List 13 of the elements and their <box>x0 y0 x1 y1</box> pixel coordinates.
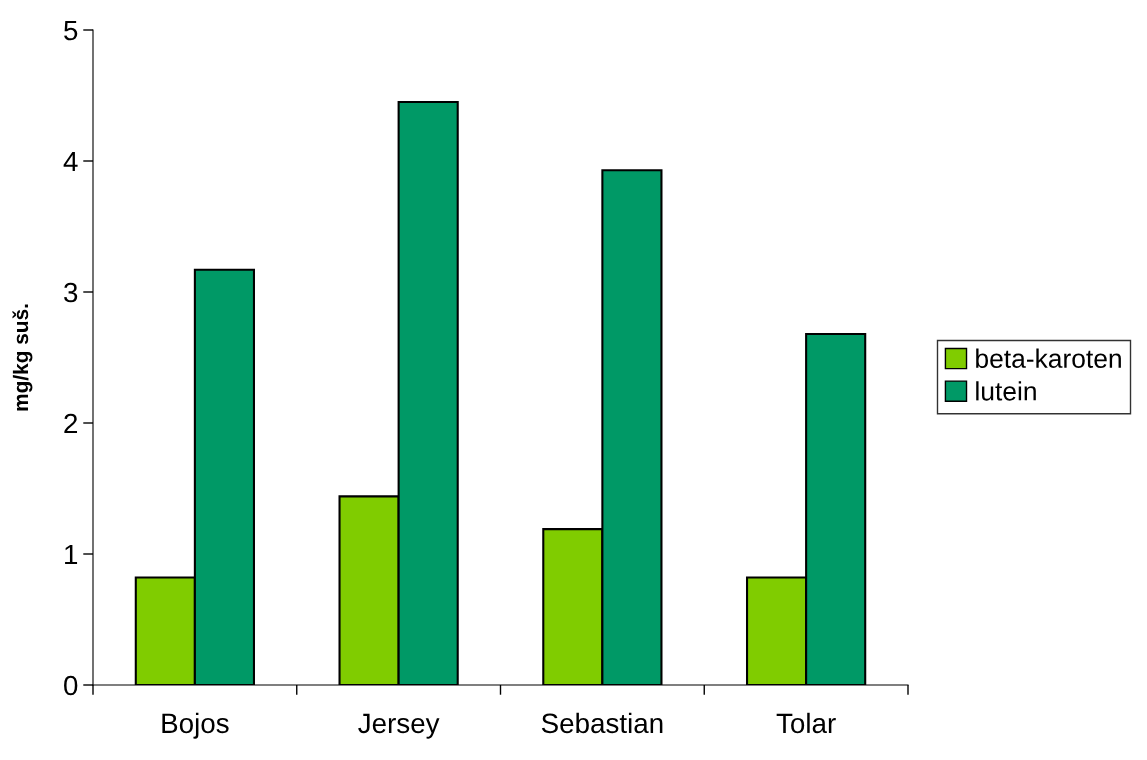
x-tick-label: Jersey <box>358 713 440 739</box>
y-tick-label: 4 <box>63 151 78 172</box>
y-tick-label: 0 <box>64 675 78 696</box>
x-tick-label: Tolar <box>776 712 836 734</box>
x-tick-label: Sebastian <box>541 712 663 734</box>
y-tick-label: 2 <box>64 413 78 434</box>
legend-label: lutein <box>976 381 1036 401</box>
legend-label: beta-karoten <box>976 348 1121 368</box>
y-axis-title: mg/kg suš. <box>12 304 33 411</box>
y-tick-label: 3 <box>64 282 78 303</box>
y-tick-label: 1 <box>65 544 78 565</box>
y-tick-label: 5 <box>64 20 78 41</box>
x-tick-label: Bojos <box>162 712 229 739</box>
